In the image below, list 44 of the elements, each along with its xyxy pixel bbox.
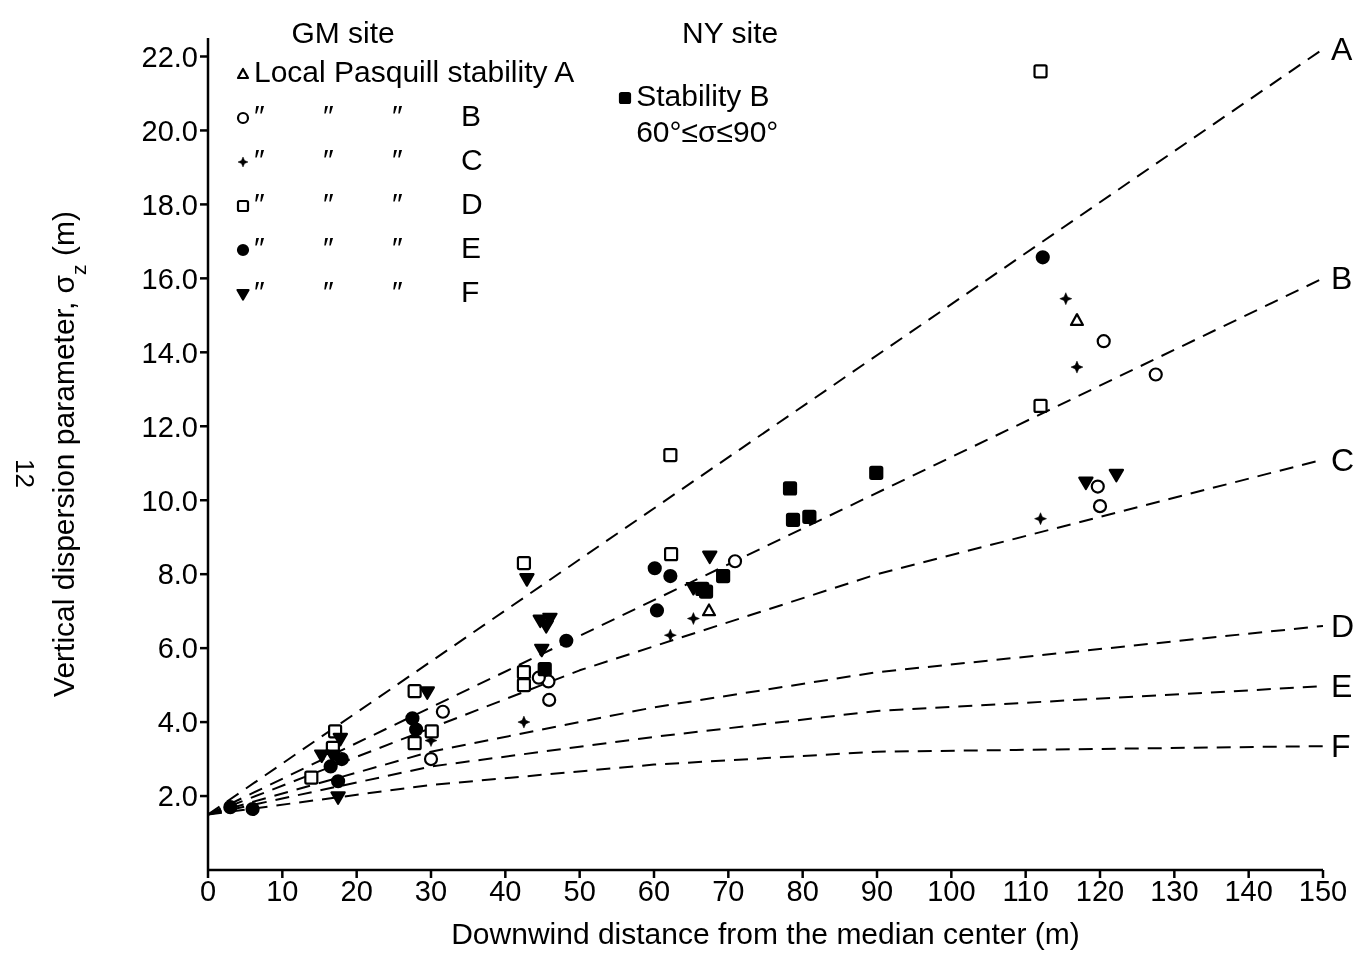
series-label: E <box>1331 668 1353 705</box>
legend-label: Stability B 60°≤σ≤90° <box>636 78 780 150</box>
series-label: A <box>1331 31 1353 68</box>
text: 12 <box>9 459 40 488</box>
y-tick-label: 8.0 <box>157 558 198 591</box>
series-label: F <box>1331 728 1351 765</box>
series-label: B <box>1331 260 1353 297</box>
x-tick-label: 30 <box>414 874 448 907</box>
x-tick-label: 70 <box>712 874 745 907</box>
x-tick-label: 90 <box>860 874 894 907</box>
y-tick-label: 12.0 <box>141 410 198 443</box>
x-tick-label: 60 <box>637 874 671 907</box>
y-tick-label: 6.0 <box>157 632 198 665</box>
y-tick-label: 10.0 <box>141 484 198 517</box>
x-tick-label: 20 <box>340 874 373 907</box>
x-tick-label: 110 <box>1002 874 1049 907</box>
legend-label: ″ ″ ″ C <box>254 142 483 178</box>
y-tick-label: 20.0 <box>141 114 198 147</box>
x-tick-label: 0 <box>199 874 217 907</box>
x-axis-title: Downwind distance from the median center (m) <box>451 917 1080 950</box>
legend-label: ″ ″ ″ F <box>254 274 480 310</box>
legend-label: ″ ″ ″ B <box>254 98 481 134</box>
series-label: D <box>1331 607 1355 644</box>
x-tick-label: 140 <box>1224 874 1273 907</box>
legend-label: ″ ″ ″ D <box>254 186 483 222</box>
annotation: NY site <box>681 16 780 50</box>
y-tick-label: 2.0 <box>157 780 198 813</box>
legend-title: GM site <box>290 16 396 50</box>
y-tick-label: 4.0 <box>157 706 198 739</box>
x-tick-label: 80 <box>786 874 819 907</box>
x-tick-label: 150 <box>1298 874 1348 907</box>
legend-label: ″ ″ ″ E <box>254 230 481 266</box>
y-tick-label: 14.0 <box>141 336 198 369</box>
y-tick-label: 16.0 <box>141 262 198 295</box>
y-tick-label: 18.0 <box>141 188 198 221</box>
x-tick-label: 50 <box>563 874 596 907</box>
x-tick-label: 130 <box>1150 874 1199 907</box>
legend-label: Local Pasquill stability A <box>254 54 575 90</box>
x-tick-label: 120 <box>1075 874 1125 907</box>
x-tick-label: 100 <box>927 874 976 907</box>
x-tick-label: 40 <box>489 874 522 907</box>
y-tick-label: 22.0 <box>141 40 198 73</box>
series-label: C <box>1331 441 1355 478</box>
x-tick-label: 10 <box>266 874 299 907</box>
